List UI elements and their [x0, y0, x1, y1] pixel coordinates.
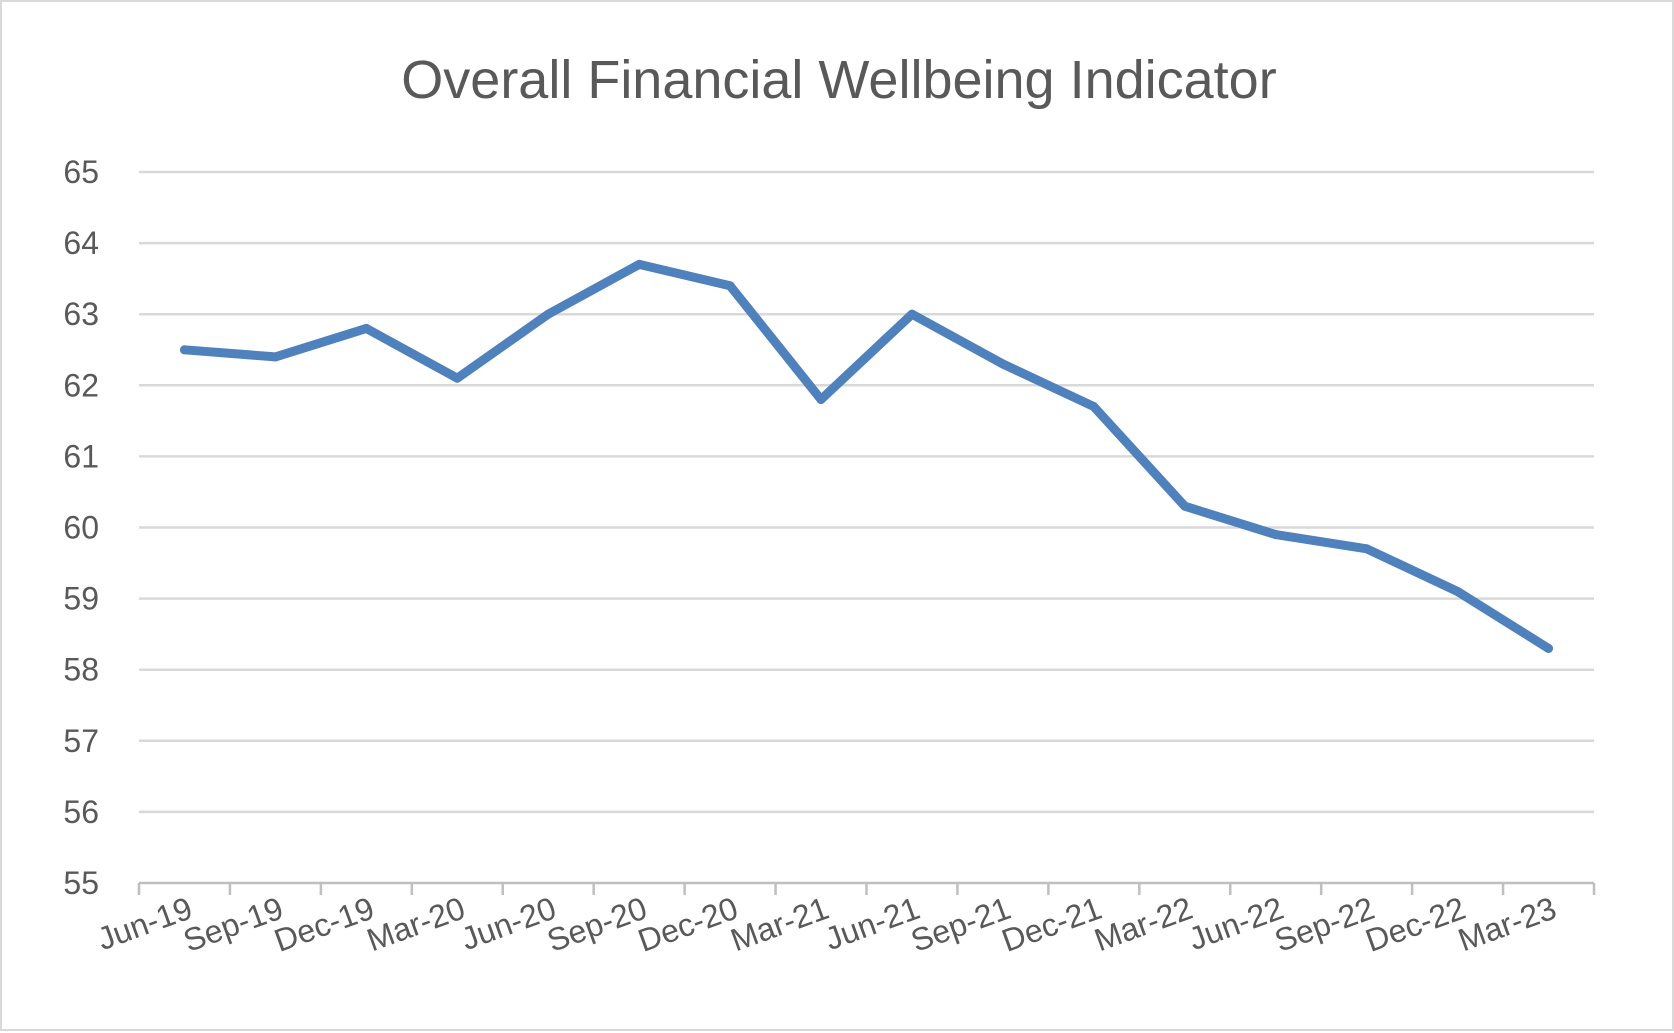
y-tick-label: 61: [63, 438, 99, 474]
x-tick-label: Mar-20: [362, 890, 470, 958]
y-tick-label: 64: [63, 225, 99, 261]
y-tick-label: 62: [63, 367, 99, 403]
data-point: [725, 281, 735, 291]
y-tick-label: 57: [63, 723, 99, 759]
y-tick-label: 65: [63, 154, 99, 190]
data-point: [180, 345, 189, 355]
data-point: [361, 323, 371, 333]
y-tick-label: 58: [63, 652, 99, 688]
data-point: [998, 359, 1008, 369]
x-tick-label: Mar-22: [1090, 890, 1198, 958]
y-tick-label: 56: [63, 794, 99, 830]
y-tick-label: 59: [63, 581, 99, 617]
x-axis-tick-labels: Jun-19Sep-19Dec-19Mar-20Jun-20Sep-20Dec-…: [93, 890, 1561, 959]
data-point: [1453, 587, 1463, 596]
y-axis-tick-labels: 55 56 57 58 59 60 61 62 63 64 65: [63, 154, 99, 901]
y-tick-label: 60: [63, 510, 99, 546]
data-point: [634, 259, 644, 269]
data-point: [1544, 643, 1553, 653]
data-point: [1362, 544, 1372, 554]
data-point: [1180, 501, 1190, 511]
y-tick-label: 63: [63, 296, 99, 332]
data-point: [1271, 530, 1281, 540]
data-point: [907, 309, 917, 319]
gridlines: [139, 170, 1594, 814]
x-tick-label: Mar-23: [1453, 890, 1561, 958]
data-point: [452, 373, 462, 383]
chart-title: Overall Financial Wellbeing Indicator: [401, 50, 1276, 110]
x-axis: [137, 881, 1596, 895]
data-point: [270, 352, 280, 362]
data-point: [1089, 402, 1099, 412]
series-layer: [180, 259, 1553, 653]
y-tick-label: 55: [63, 865, 99, 901]
x-tick-label: Mar-21: [726, 890, 834, 958]
data-point: [543, 309, 553, 319]
data-point: [816, 395, 826, 404]
series-line: [180, 259, 1553, 653]
